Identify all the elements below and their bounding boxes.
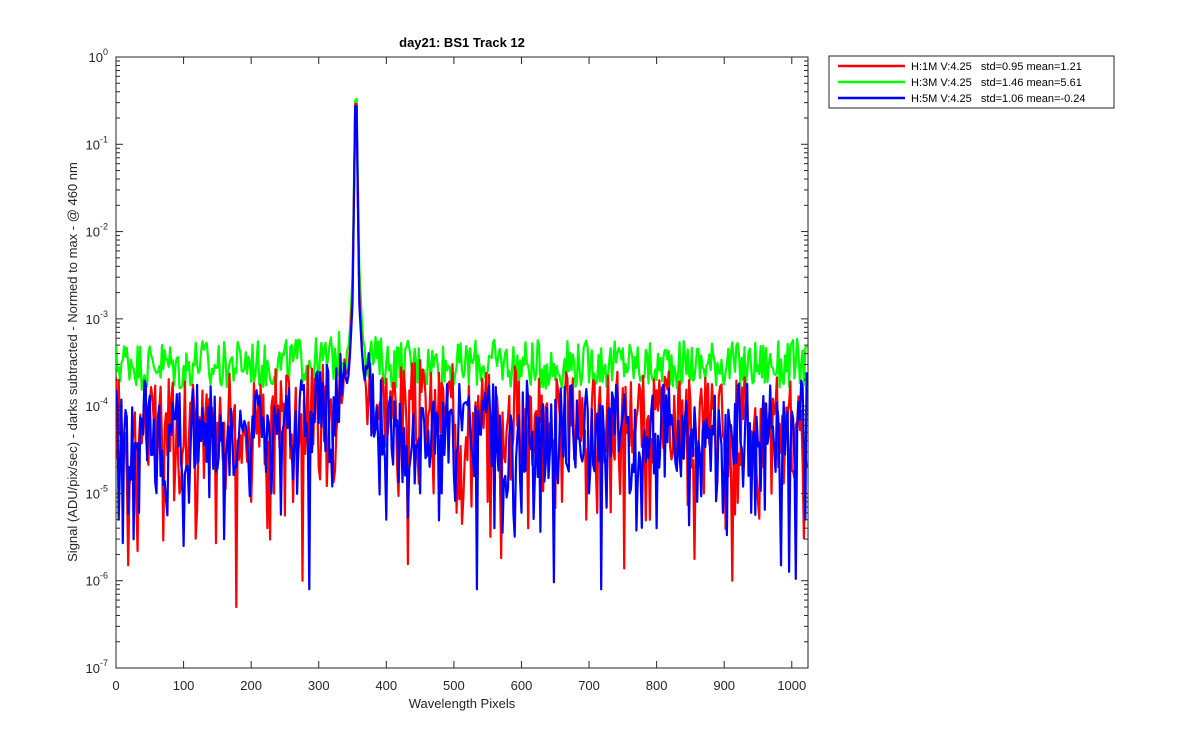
y-tick-label: 100: [89, 47, 108, 65]
y-tick-base: 10: [86, 661, 100, 676]
legend: H:1M V:4.25 std=0.95 mean=1.21 H:3M V:4.2…: [828, 55, 1115, 109]
y-tick-label: 10-1: [86, 134, 108, 152]
y-tick-exponent: -6: [100, 571, 108, 581]
y-tick-base: 10: [86, 486, 100, 501]
y-tick-exponent: -2: [100, 222, 108, 232]
x-axis: 0 100 200 300 400 500 600 700 800 900 1000: [112, 57, 806, 693]
x-tick-label: 600: [511, 678, 533, 693]
legend-entry: H:1M V:4.25 std=0.95 mean=1.21: [911, 61, 1082, 73]
legend-entry: H:3M V:4.25 std=1.46 mean=5.61: [911, 77, 1082, 89]
legend-entry: H:5M V:4.25 std=1.06 mean=-0.24: [911, 93, 1085, 105]
y-tick-label: 10-4: [86, 396, 108, 414]
y-tick-exponent: -3: [100, 309, 108, 319]
y-tick-label: 10-2: [86, 222, 108, 240]
series-layer: [116, 97, 808, 609]
x-tick-label: 300: [308, 678, 330, 693]
series-line: [116, 105, 808, 591]
x-tick-label: 500: [443, 678, 465, 693]
y-tick-base: 10: [86, 137, 100, 152]
y-tick-base: 10: [86, 399, 100, 414]
y-tick-base: 10: [86, 225, 100, 240]
x-tick-label: 1000: [777, 678, 806, 693]
y-axis-label: Signal (ADU/pix/sec) - darks subtracted …: [65, 162, 80, 562]
series-line: [116, 97, 808, 395]
y-tick-base: 10: [86, 574, 100, 589]
x-tick-label: 700: [578, 678, 600, 693]
y-tick-label: 10-3: [86, 309, 108, 327]
y-tick-exponent: -1: [100, 134, 108, 144]
chart-title: day21: BS1 Track 12: [399, 35, 525, 50]
y-tick-label: 10-7: [86, 658, 108, 676]
x-tick-label: 800: [646, 678, 668, 693]
x-tick-label: 200: [240, 678, 262, 693]
x-tick-label: 400: [375, 678, 397, 693]
y-tick-exponent: -5: [100, 483, 108, 493]
x-tick-label: 900: [713, 678, 735, 693]
y-tick-exponent: -7: [100, 658, 108, 668]
y-tick-label: 10-5: [86, 483, 108, 501]
y-tick-base: 10: [86, 312, 100, 327]
y-tick-exponent: 0: [103, 47, 108, 57]
x-tick-label: 0: [112, 678, 119, 693]
x-axis-label: Wavelength Pixels: [409, 696, 516, 711]
y-tick-base: 10: [89, 50, 103, 65]
y-tick-exponent: -4: [100, 396, 108, 406]
y-tick-label: 10-6: [86, 571, 108, 589]
x-tick-label: 100: [173, 678, 195, 693]
